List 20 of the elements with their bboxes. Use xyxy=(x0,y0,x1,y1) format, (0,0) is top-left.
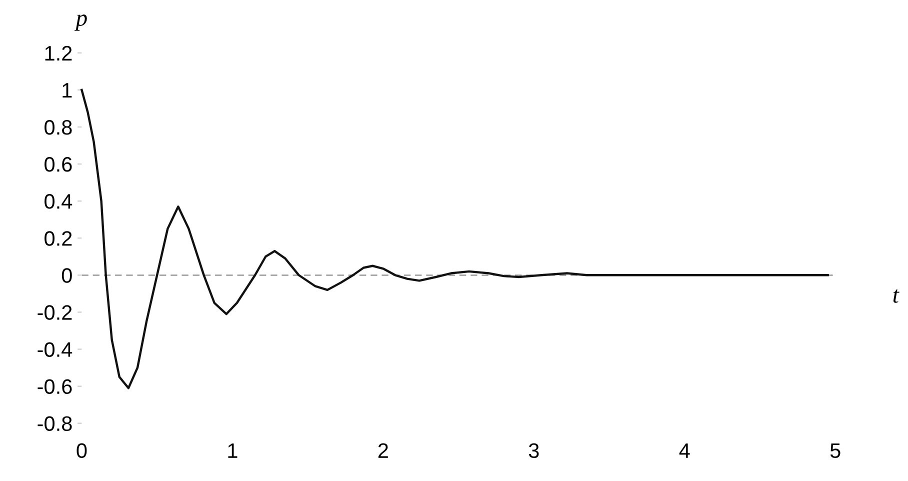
y-axis-title: p xyxy=(74,14,87,31)
y-tick-label: 1.2 xyxy=(45,46,72,60)
y-tick-label: -0.2 xyxy=(38,305,72,320)
x-tick-label: 1 xyxy=(228,443,238,458)
x-axis-title: t xyxy=(893,289,900,303)
y-tick-label: 0 xyxy=(62,268,72,283)
y-tick-label: -0.6 xyxy=(38,379,72,394)
y-tick-label: -0.4 xyxy=(38,342,72,357)
x-tick-label: 5 xyxy=(830,443,840,458)
line-series xyxy=(80,88,829,390)
x-tick-label: 2 xyxy=(378,443,388,458)
y-tick-label: 1 xyxy=(62,83,72,98)
x-tick-label: 4 xyxy=(679,443,690,458)
x-tick-label: 3 xyxy=(528,443,539,458)
y-tick-label: -0.8 xyxy=(38,416,72,432)
y-tick-label: 0.8 xyxy=(44,120,72,135)
x-tick-label: 0 xyxy=(76,443,87,458)
y-tick-label: 0.6 xyxy=(44,157,72,172)
y-tick-label: 0.2 xyxy=(44,231,72,246)
y-tick-label: 0.4 xyxy=(44,194,72,209)
